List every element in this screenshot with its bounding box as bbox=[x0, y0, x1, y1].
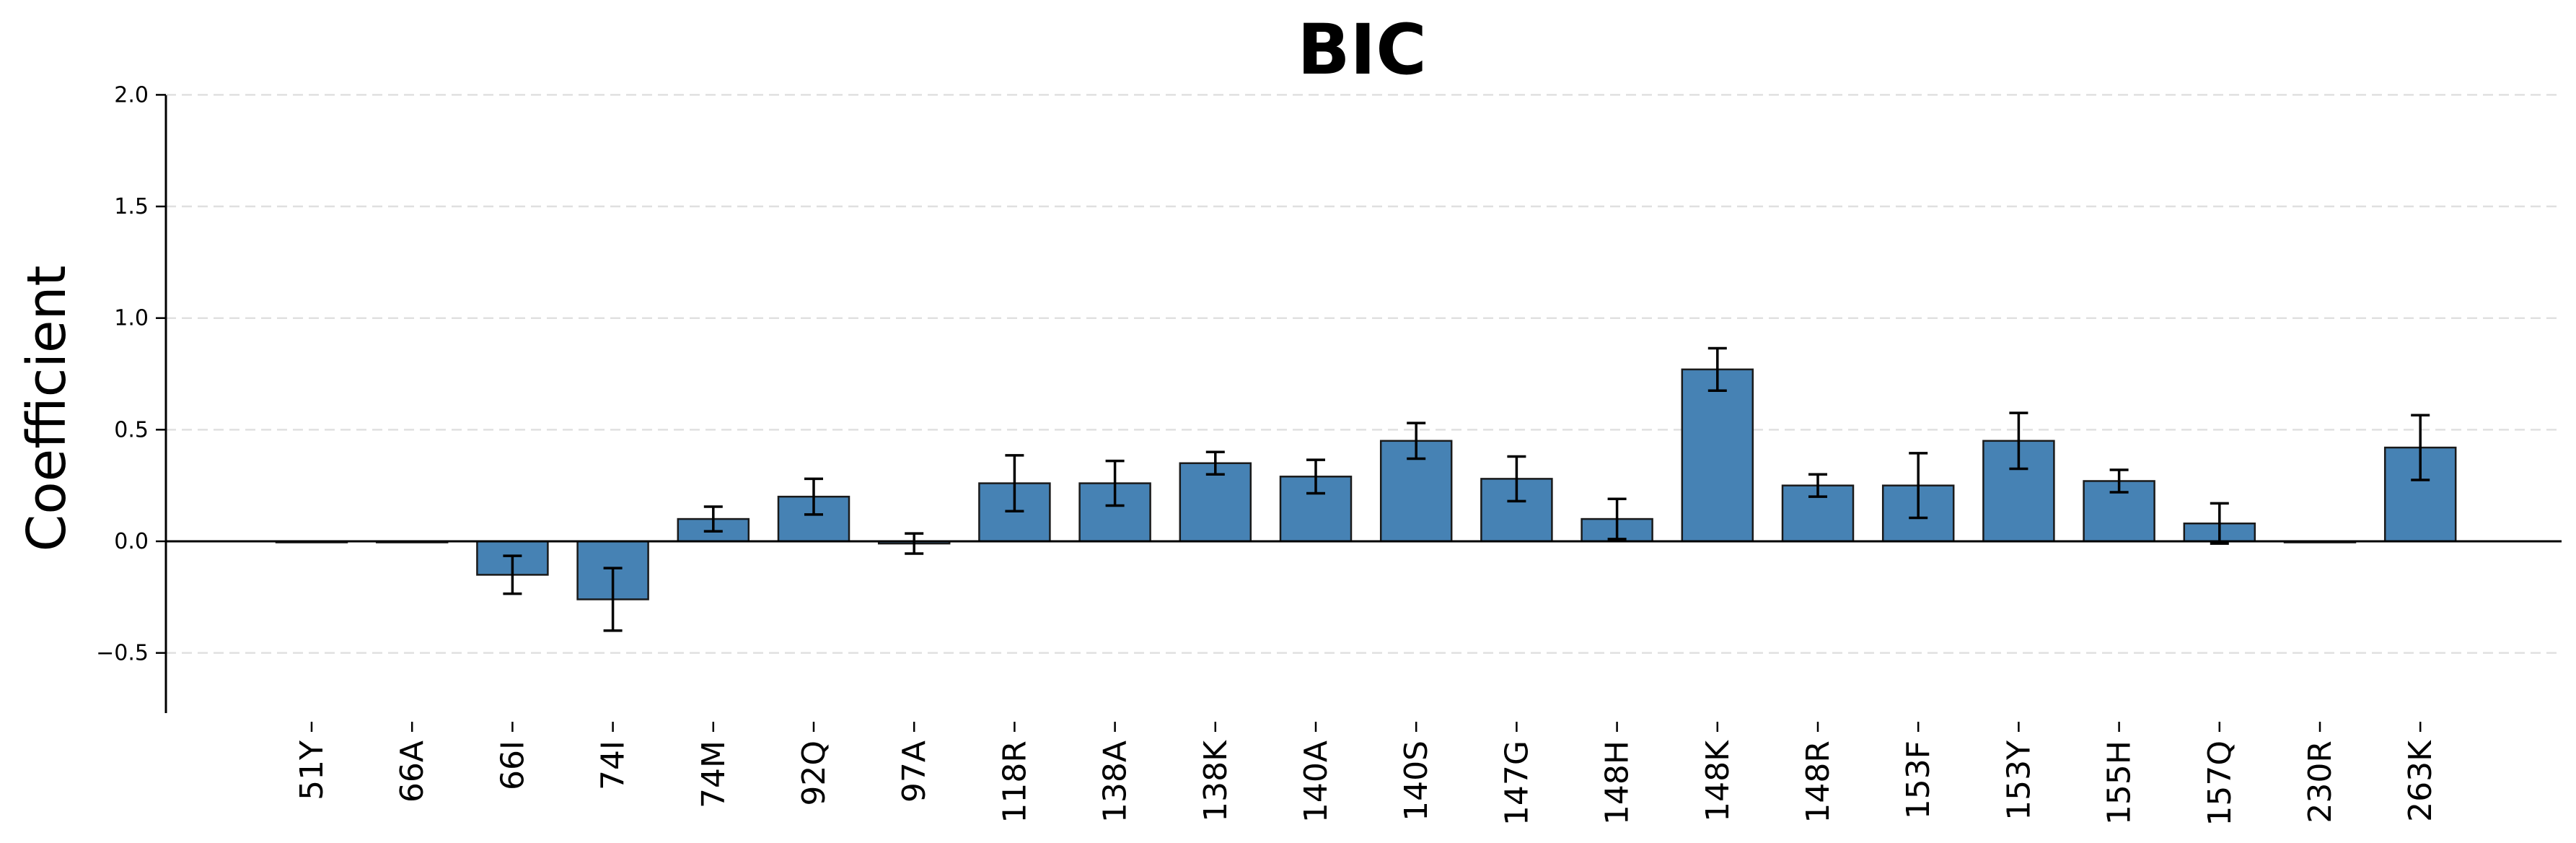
x-tick-label: 263K bbox=[2402, 740, 2439, 822]
x-tick-label: 157Q bbox=[2202, 741, 2238, 826]
chart-title: BIC bbox=[1297, 9, 1426, 90]
error-bar-147G bbox=[1507, 455, 1526, 503]
y-tick-label: 2.0 bbox=[114, 82, 149, 108]
x-tick-label: 153F bbox=[1900, 741, 1937, 819]
error-bar-138A bbox=[1105, 459, 1125, 507]
x-tick-label: 148R bbox=[1800, 741, 1837, 824]
x-tick-label: 140S bbox=[1398, 741, 1435, 821]
error-bars bbox=[503, 346, 2430, 632]
y-axis-label: Coefficient bbox=[16, 266, 78, 552]
x-tick-label: 74I bbox=[595, 741, 632, 790]
error-bar-97A bbox=[905, 532, 924, 555]
error-bar-92Q bbox=[804, 477, 823, 516]
y-tick-label: 1.0 bbox=[114, 306, 149, 331]
error-bar-140S bbox=[1407, 422, 1426, 460]
error-bar-153Y bbox=[2009, 411, 2028, 471]
x-tick-label: 138A bbox=[1097, 741, 1134, 823]
y-tick-label: 0.0 bbox=[114, 529, 149, 554]
error-bar-157Q bbox=[2210, 502, 2229, 545]
error-bar-66I bbox=[503, 554, 522, 595]
error-bar-74I bbox=[603, 567, 623, 632]
x-tick-label: 138K bbox=[1197, 740, 1234, 822]
x-tick-label: 74M bbox=[695, 741, 732, 808]
x-tick-label: 148K bbox=[1700, 740, 1736, 822]
y-tick-label: −0.5 bbox=[96, 641, 149, 666]
error-bar-138K bbox=[1205, 450, 1225, 476]
x-tick-label: 140A bbox=[1298, 741, 1335, 823]
x-tick-label: 153Y bbox=[2000, 741, 2037, 821]
x-tick-label: 148H bbox=[1599, 741, 1636, 825]
y-tick-label: 1.5 bbox=[114, 194, 149, 219]
bar-148R bbox=[1781, 484, 1855, 543]
error-bar-74M bbox=[703, 505, 723, 533]
axes bbox=[164, 95, 2562, 713]
error-bar-155H bbox=[2109, 468, 2129, 494]
error-bar-263K bbox=[2411, 414, 2430, 481]
bar-148K bbox=[1681, 368, 1754, 543]
x-tick-label: 147G bbox=[1498, 741, 1535, 826]
error-bar-148R bbox=[1808, 473, 1827, 498]
x-tick-label: 155H bbox=[2101, 741, 2138, 825]
error-bar-148K bbox=[1707, 346, 1727, 392]
y-tick-label: 0.5 bbox=[114, 417, 149, 442]
x-tick-label: 66I bbox=[494, 741, 531, 790]
bars bbox=[275, 368, 2457, 600]
x-tick-label: 51Y bbox=[294, 741, 330, 800]
x-tick-label: 92Q bbox=[796, 741, 832, 806]
error-bar-118R bbox=[1005, 454, 1024, 512]
x-tick-label: 118R bbox=[996, 741, 1033, 824]
x-tick-label: 66A bbox=[394, 741, 431, 803]
y-axis-ticks: −0.5 0.0 0.5 1.0 1.5 2.0 bbox=[96, 82, 166, 666]
error-bar-140A bbox=[1306, 458, 1325, 495]
error-bar-148H bbox=[1607, 497, 1627, 541]
error-bar-153F bbox=[1909, 452, 1928, 520]
x-tick-label: 230R bbox=[2302, 741, 2339, 824]
x-tick-label: 97A bbox=[896, 741, 933, 803]
x-axis-ticks: 51Y 66A 66I 74I 74M 92Q 97A 118R 138A 138K 140A 140… bbox=[294, 722, 2439, 826]
